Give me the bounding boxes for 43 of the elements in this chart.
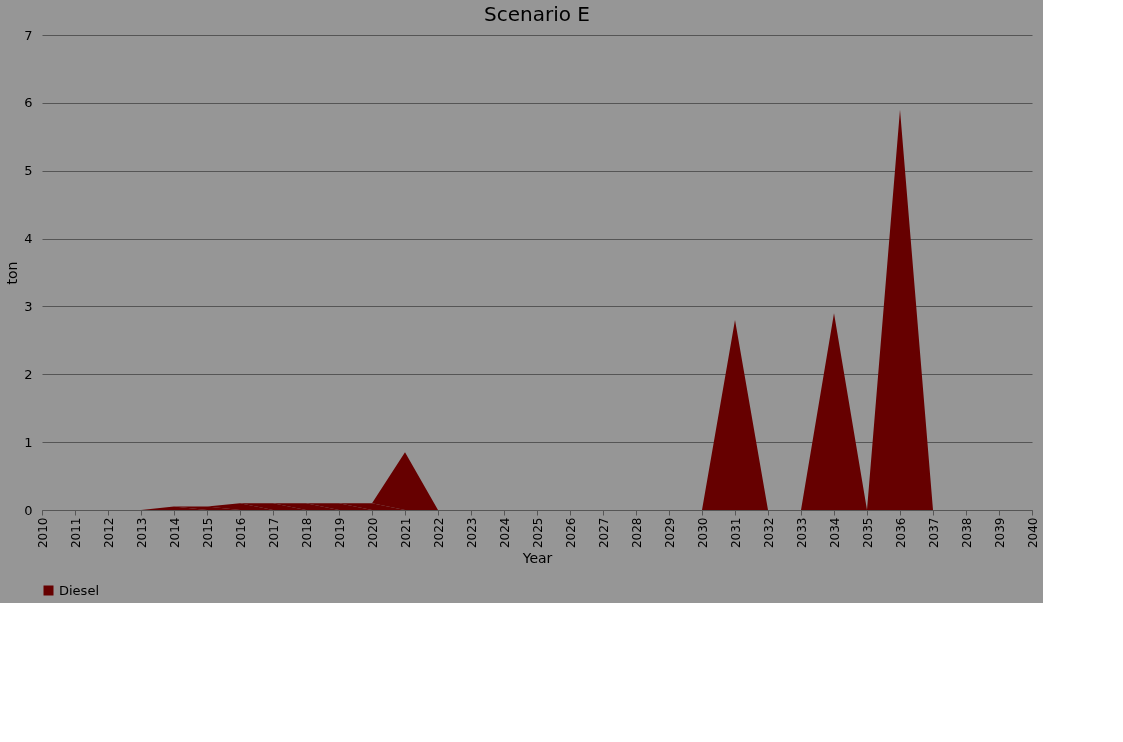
x-tick-label: 2040: [1025, 517, 1040, 549]
x-tick-label: 2020: [365, 517, 380, 549]
x-tick-label: 2031: [728, 517, 743, 549]
x-tick-label: 2025: [530, 517, 545, 549]
x-tick-label: 2026: [563, 517, 578, 549]
y-tick-label: 5: [24, 163, 33, 179]
x-tick-label: 2011: [68, 517, 83, 549]
y-tick-label: 6: [24, 95, 33, 111]
x-tick-label: 2036: [893, 517, 908, 549]
x-tick-label: 2014: [167, 517, 182, 549]
x-tick-label: 2023: [464, 517, 479, 549]
x-tick-label: 2029: [662, 517, 677, 549]
x-tick-label: 2027: [596, 517, 611, 549]
y-tick-label: 3: [24, 298, 33, 314]
x-tick-label: 2012: [101, 517, 116, 549]
x-tick-label: 2032: [761, 517, 776, 549]
x-tick-label: 2013: [134, 517, 149, 549]
x-tick-label: 2034: [827, 517, 842, 549]
x-tick-label: 2021: [398, 517, 413, 549]
x-tick-label: 2038: [959, 517, 974, 549]
x-tick-label: 2015: [200, 517, 215, 549]
x-tick-label: 2017: [266, 517, 281, 549]
x-tick-label: 2039: [992, 517, 1007, 549]
x-tick-label: 2033: [794, 517, 809, 549]
y-axis-title: ton: [4, 261, 21, 285]
x-tick-label: 2028: [629, 517, 644, 549]
x-tick-label: 2019: [332, 517, 347, 549]
y-tick-label: 1: [24, 434, 33, 450]
y-tick-label: 2: [24, 366, 33, 382]
x-tick-label: 2010: [35, 517, 50, 549]
y-tick-label: 4: [24, 231, 33, 247]
x-tick-label: 2035: [860, 517, 875, 549]
x-tick-label: 2024: [497, 517, 512, 549]
x-tick-label: 2018: [299, 517, 314, 549]
y-tick-label: 7: [24, 27, 33, 43]
x-tick-label: 2022: [431, 517, 446, 549]
x-tick-label: 2030: [695, 517, 710, 549]
chart-title: Scenario E: [484, 2, 590, 26]
x-tick-label: 2016: [233, 517, 248, 549]
x-axis-title: Year: [521, 550, 553, 567]
y-tick-label: 0: [24, 502, 33, 518]
legend-label: Diesel: [59, 582, 100, 598]
x-tick-label: 2037: [926, 517, 941, 549]
